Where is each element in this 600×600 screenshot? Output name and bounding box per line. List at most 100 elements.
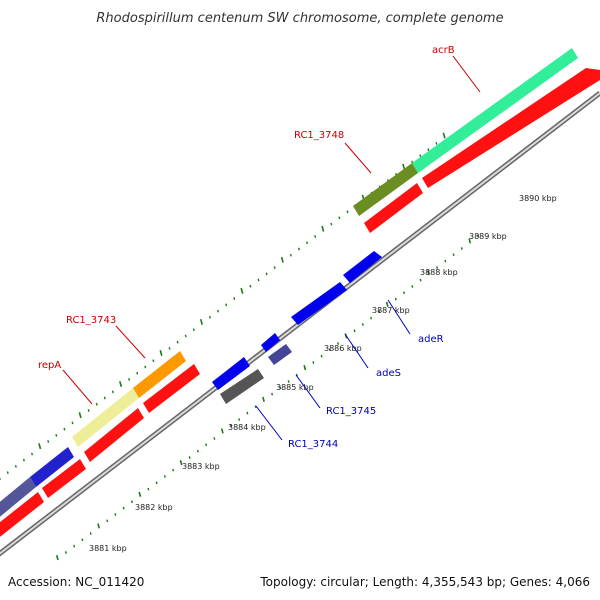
- tick-mark-0-21: [168, 346, 171, 350]
- gene-label-RC1_3743[interactable]: RC1_3743: [66, 315, 116, 326]
- tick-mark-0-11: [87, 409, 90, 412]
- gene-adeS-feature[interactable]: [291, 282, 347, 325]
- kbp-label-3887: 3887 kbp: [372, 306, 410, 315]
- gene-label-RC1_3745[interactable]: RC1_3745: [326, 406, 376, 417]
- gene-adeR-feature[interactable]: [343, 251, 382, 283]
- gene-red-3-feature[interactable]: [143, 364, 200, 413]
- tick-mark-1-23: [246, 411, 249, 415]
- leader-adeS: [344, 333, 369, 369]
- tick-mark-0-50: [402, 163, 406, 170]
- kbp-label-3884: 3884 kbp: [228, 423, 266, 432]
- tick-mark-0-17: [136, 371, 139, 375]
- map-title: Rhodospirillum centenum SW chromosome, c…: [96, 11, 503, 26]
- tick-mark-0-12: [95, 402, 98, 406]
- gene-red-2-feature[interactable]: [364, 183, 423, 233]
- gene-small-blue-feature[interactable]: [261, 333, 280, 352]
- tick-mark-1-25: [262, 396, 265, 402]
- tick-mark-1-30: [303, 365, 307, 371]
- gene-RC1_3743-feature[interactable]: [133, 351, 186, 398]
- tick-mark-1-42: [403, 291, 406, 295]
- tick-mark-1-27: [279, 386, 282, 390]
- gene-blue-lower-feature[interactable]: [212, 357, 250, 390]
- bottom-strand-genes: [212, 251, 382, 404]
- tick-mark-1-8: [122, 506, 125, 510]
- tick-mark-0-8: [63, 427, 66, 431]
- tick-mark-0-35: [280, 256, 284, 263]
- tick-mark-1-17: [196, 449, 199, 453]
- tick-mark-1-21: [229, 424, 232, 428]
- tick-mark-0-32: [257, 278, 260, 282]
- tick-mark-0-24: [192, 328, 195, 332]
- gene-outer-slate-feature[interactable]: [0, 477, 36, 520]
- tick-mark-0-26: [208, 315, 211, 319]
- tick-mark-1-2: [73, 544, 76, 548]
- tick-mark-0-14: [111, 390, 114, 394]
- tick-mark-0-20: [159, 350, 163, 356]
- tick-mark-0-36: [289, 253, 292, 257]
- gene-outer-blue-feature[interactable]: [30, 447, 74, 487]
- kbp-label-3886: 3886 kbp: [324, 344, 362, 353]
- kbp-label-3881: 3881 kbp: [89, 544, 127, 553]
- gene-RC1_3745-feature[interactable]: [268, 344, 292, 365]
- top-gene-labels: acrB RC1_3748 RC1_3743 repA: [38, 45, 481, 405]
- gene-label-repA[interactable]: repA: [38, 360, 61, 371]
- tick-mark-1-13: [163, 475, 166, 478]
- genome-summary-text: Topology: circular; Length: 4,355,543 bp…: [259, 575, 590, 589]
- tick-mark-0-25: [199, 318, 203, 325]
- gene-RC1_3748-feature[interactable]: [353, 163, 418, 216]
- tick-mark-1-6: [106, 519, 109, 523]
- gene-red-6-feature[interactable]: [0, 492, 44, 540]
- gene-RC1_3744-feature[interactable]: [220, 369, 264, 404]
- leader-acrB: [452, 55, 481, 93]
- tick-mark-1-43: [411, 285, 414, 288]
- gene-red-1-feature[interactable]: [422, 68, 600, 188]
- tick-mark-0-54: [435, 142, 438, 145]
- kbp-label-3883: 3883 kbp: [182, 462, 220, 471]
- tick-mark-1-0: [55, 555, 59, 561]
- tick-mark-1-44: [419, 278, 422, 282]
- tick-mark-1-38: [370, 316, 373, 320]
- kbp-label-3882: 3882 kbp: [135, 503, 173, 512]
- tick-mark-0-40: [321, 225, 325, 232]
- gene-label-RC1_3744[interactable]: RC1_3744: [288, 439, 338, 450]
- tick-mark-1-19: [213, 437, 216, 440]
- leader-RC1_3743: [115, 325, 146, 359]
- tick-mark-1-4: [89, 532, 92, 535]
- tick-mark-0-3: [22, 458, 25, 462]
- tick-mark-1-51: [477, 234, 480, 238]
- gene-red-5-feature[interactable]: [42, 459, 86, 498]
- tick-mark-1-40: [385, 301, 389, 307]
- tick-mark-1-10: [138, 491, 142, 497]
- tick-mark-1-48: [452, 253, 455, 257]
- chromosome-backbone-highlight: [0, 92, 600, 555]
- tick-mark-0-15: [119, 381, 123, 388]
- gene-repA-feature[interactable]: [72, 388, 139, 447]
- tick-mark-0-22: [176, 340, 179, 344]
- tick-mark-1-3: [81, 538, 84, 542]
- gene-acrB-feature[interactable]: [412, 48, 578, 173]
- tick-mark-1-37: [361, 323, 364, 326]
- kbp-label-3888: 3888 kbp: [420, 268, 458, 277]
- gene-red-4-feature[interactable]: [84, 408, 144, 462]
- tick-mark-0-18: [144, 365, 147, 369]
- tick-mark-0-29: [233, 297, 236, 301]
- leader-RC1_3748: [344, 142, 372, 174]
- gene-label-adeR[interactable]: adeR: [418, 334, 444, 345]
- tick-mark-0-38: [306, 241, 309, 245]
- tick-mark-1-45: [427, 270, 430, 276]
- tick-mark-0-16: [128, 378, 131, 381]
- tick-mark-0-34: [273, 266, 276, 269]
- tick-mark-0-1: [6, 471, 9, 474]
- tick-mark-0-19: [152, 359, 155, 363]
- tick-mark-1-18: [205, 443, 208, 447]
- tick-mark-1-12: [155, 481, 158, 485]
- gene-label-acrB[interactable]: acrB: [432, 45, 455, 56]
- tick-mark-1-16: [188, 456, 191, 459]
- leader-RC1_3744: [255, 405, 283, 441]
- gene-label-RC1_3748[interactable]: RC1_3748: [294, 130, 344, 141]
- gene-label-adeS[interactable]: adeS: [376, 368, 401, 379]
- tick-mark-0-42: [338, 216, 341, 220]
- leader-RC1_3745: [295, 374, 321, 409]
- tick-mark-1-31: [312, 361, 315, 364]
